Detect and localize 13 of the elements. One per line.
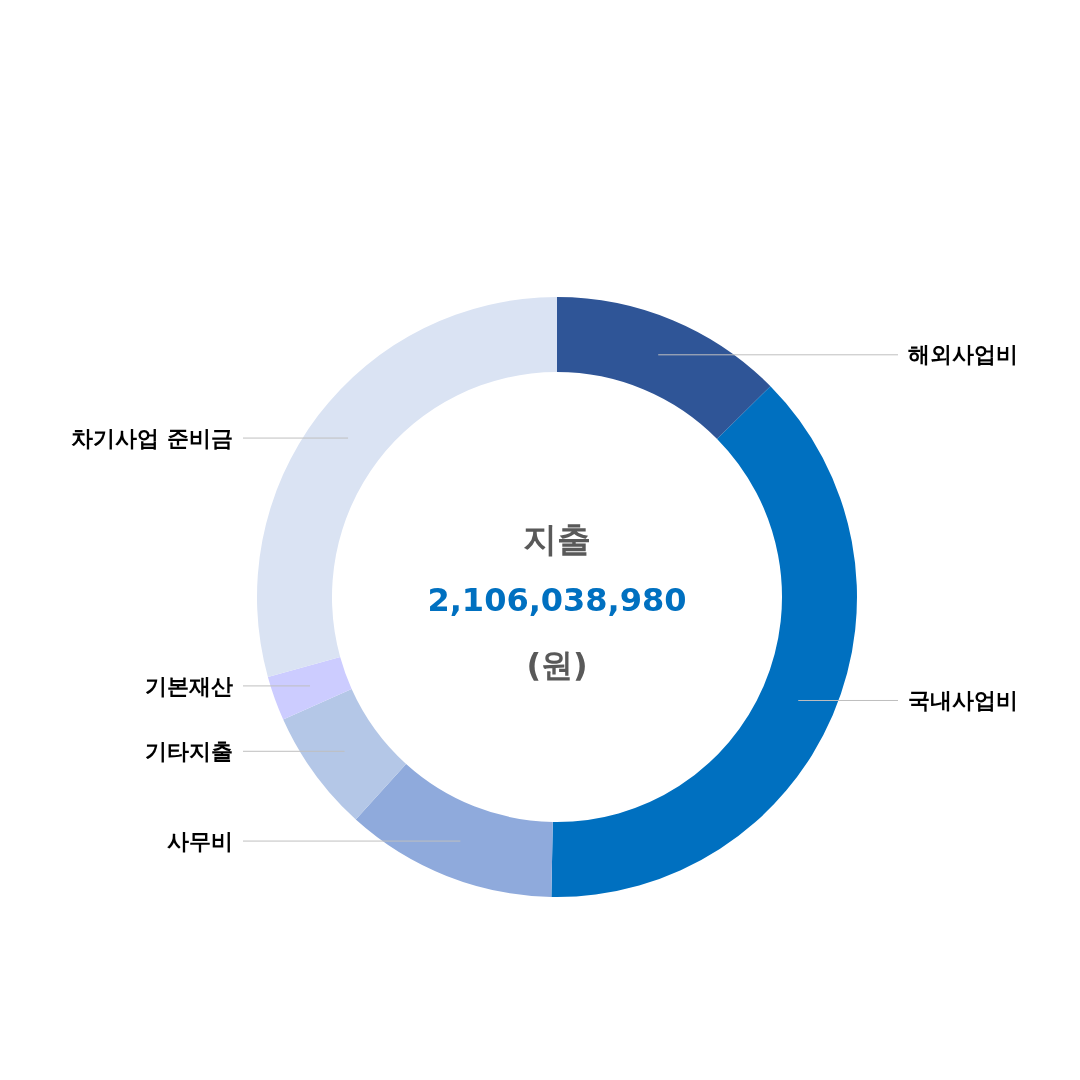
slice-label: 사무비: [167, 828, 233, 854]
slice-label: 국내사업비: [908, 688, 1018, 714]
text: (원): [526, 646, 588, 685]
slice-label: 차기사업 준비금: [71, 425, 233, 451]
donut-slice: [557, 297, 771, 439]
slice-label: 기타지출: [145, 738, 233, 764]
donut-slice: [283, 688, 407, 820]
donut-slice: [355, 763, 553, 897]
text: 지출: [523, 518, 591, 559]
slice-label: 기본재산: [145, 673, 233, 699]
slice-label: 해외사업비: [908, 342, 1018, 368]
donut-slice: [267, 657, 352, 720]
text: 2,106,038,980: [427, 581, 687, 620]
